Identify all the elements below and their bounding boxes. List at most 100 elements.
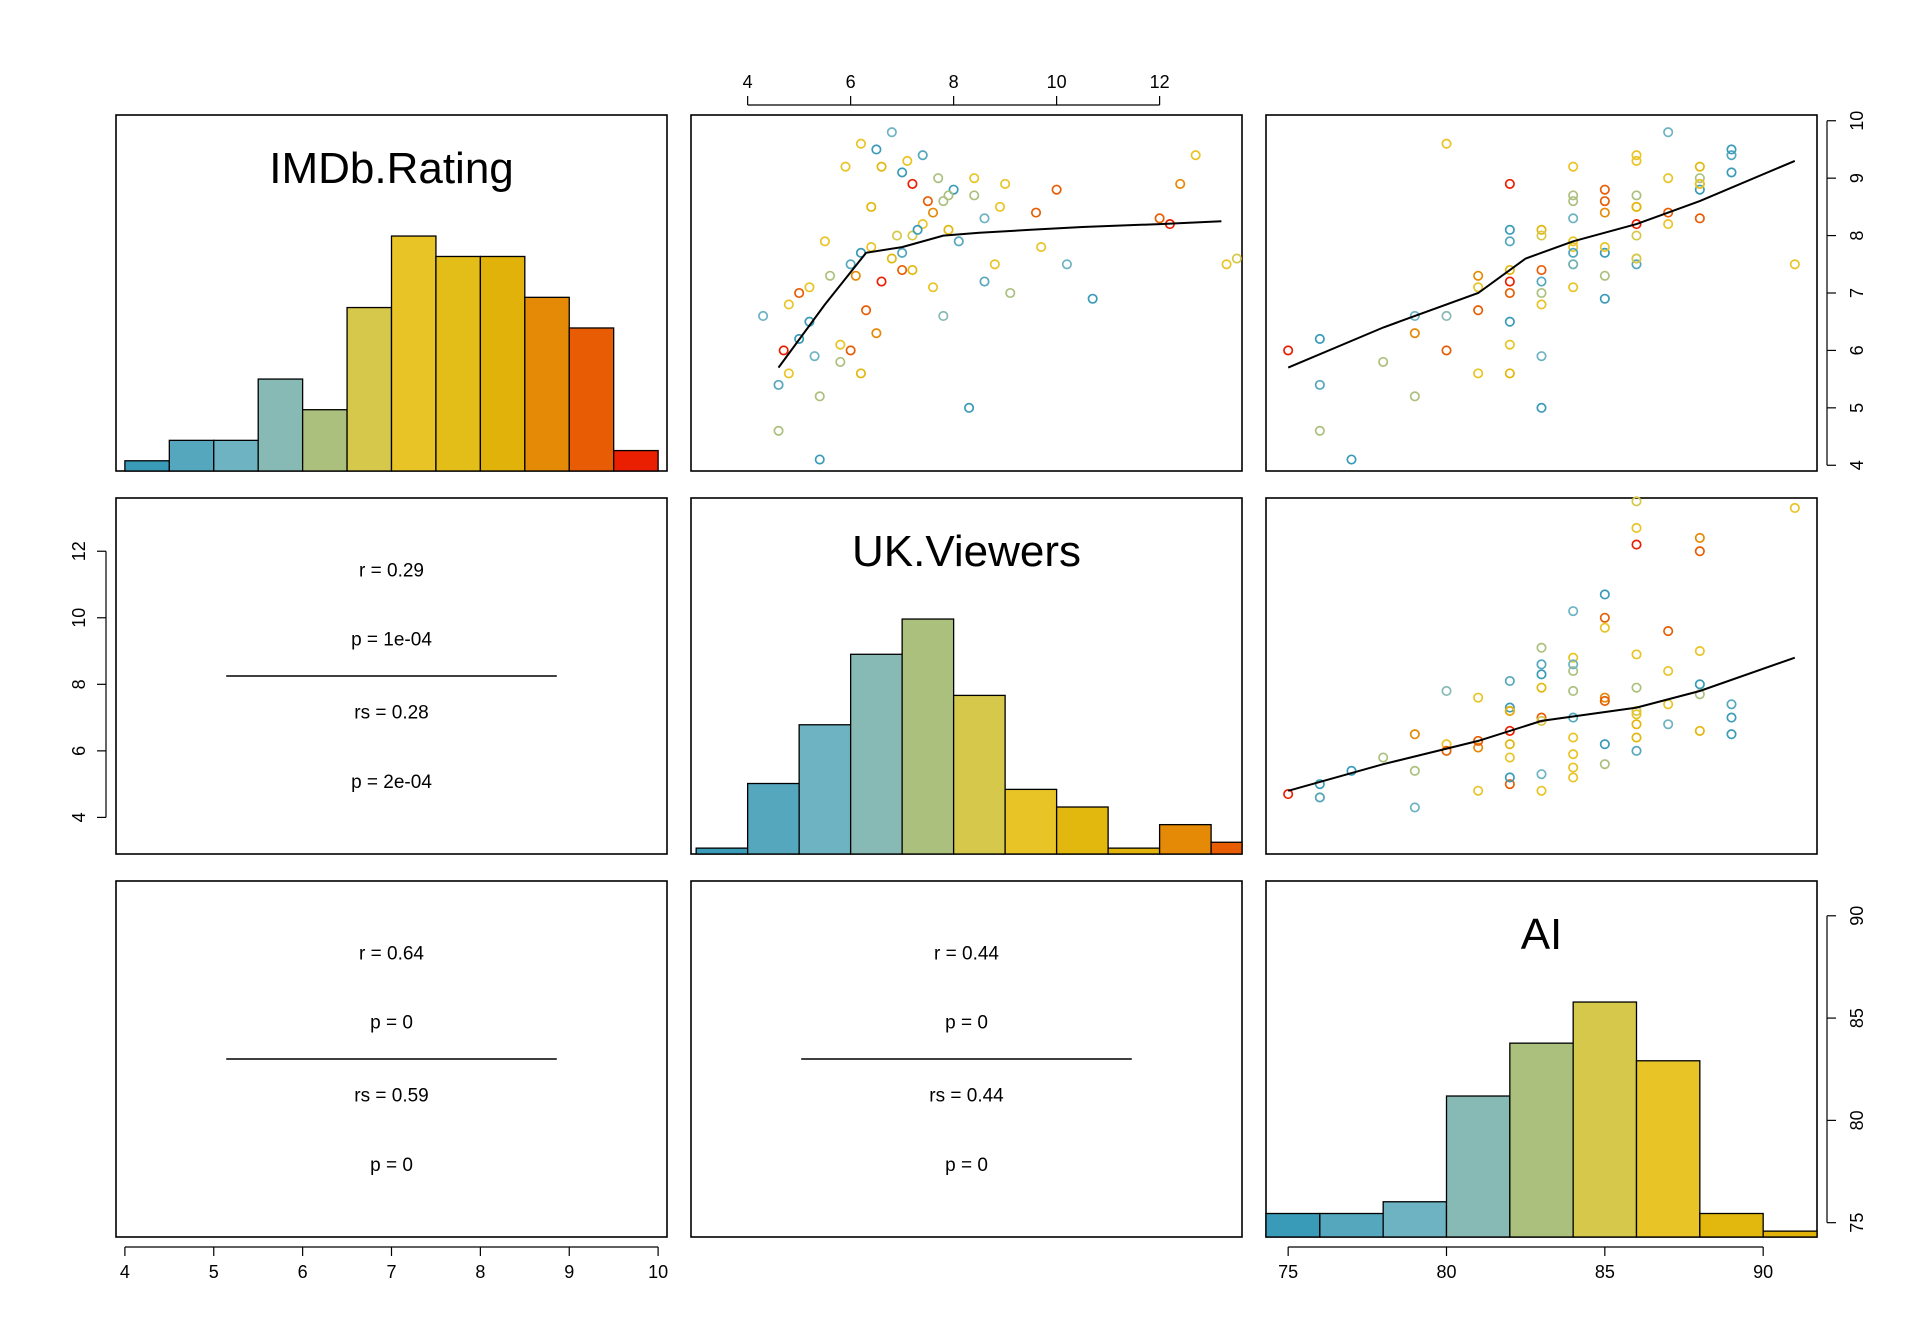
axis-bottom_imdb: 4 5 6 7 8 9 10 — [120, 1246, 668, 1282]
histogram-bar — [568, 327, 615, 472]
data-point — [1504, 224, 1515, 235]
data-point — [1631, 745, 1642, 756]
histogram-bar — [1158, 823, 1212, 855]
data-point — [1504, 316, 1515, 327]
data-point — [1663, 626, 1674, 637]
histogram-bar — [1762, 1230, 1818, 1238]
histogram-bar — [390, 235, 437, 472]
histogram-bar — [213, 439, 259, 472]
data-point — [1314, 425, 1325, 436]
axis-left_uk_viewers: 4 6 8 10 12 — [69, 541, 107, 822]
data-point — [783, 299, 794, 310]
data-point — [1536, 659, 1547, 670]
data-point — [979, 213, 990, 224]
data-point — [1536, 264, 1547, 276]
data-point — [994, 201, 1006, 212]
data-point — [1504, 368, 1515, 379]
data-point — [1504, 772, 1515, 783]
histogram-bar — [346, 306, 393, 472]
data-point — [964, 402, 975, 413]
data-point — [1000, 178, 1011, 189]
histogram-uk: UK.Viewers — [695, 527, 1243, 855]
data-point — [1663, 665, 1674, 677]
histogram-bar — [1055, 806, 1109, 855]
data-point — [1694, 725, 1705, 736]
data-point — [1568, 652, 1579, 663]
histogram-bar — [798, 724, 852, 855]
data-point — [1568, 259, 1579, 270]
data-point — [876, 276, 887, 287]
tick-label: 6 — [69, 746, 89, 756]
data-point — [1599, 622, 1610, 633]
tick-label: 10 — [1847, 111, 1867, 131]
tick-label: 6 — [846, 72, 856, 92]
data-point — [1473, 742, 1484, 753]
data-point — [1631, 732, 1642, 743]
data-point — [1599, 242, 1610, 253]
data-point — [1087, 293, 1098, 304]
data-point — [1568, 659, 1579, 670]
data-point — [1789, 259, 1800, 270]
data-point — [1789, 502, 1800, 514]
pearson-r: r = 0.64 — [359, 943, 424, 964]
data-point — [969, 190, 980, 201]
data-point — [953, 236, 964, 247]
data-point — [1504, 264, 1515, 276]
data-point — [1175, 178, 1186, 189]
data-point — [1314, 333, 1325, 344]
histogram-bar — [1699, 1212, 1764, 1238]
diagonal-label-imdb: IMDb.Rating — [269, 144, 514, 193]
data-point — [891, 230, 903, 241]
data-point — [1631, 253, 1642, 264]
tick-label: 4 — [69, 812, 89, 822]
data-point — [1536, 224, 1547, 235]
tick-label: 7 — [386, 1262, 396, 1282]
histogram-bar — [1004, 788, 1058, 855]
tick-label: 8 — [475, 1262, 485, 1282]
data-point — [773, 425, 784, 436]
data-point — [814, 391, 825, 402]
histogram-bar — [695, 847, 749, 855]
data-point — [943, 224, 954, 235]
data-point — [1694, 645, 1705, 657]
tick-label: 4 — [1847, 460, 1867, 470]
data-point — [902, 155, 913, 166]
data-point — [1631, 201, 1642, 212]
data-point — [783, 368, 794, 379]
pearson-r: r = 0.44 — [934, 943, 999, 964]
scatter-uk-vs-ai — [1283, 496, 1800, 813]
data-point — [1568, 242, 1579, 253]
data-point — [1190, 150, 1201, 161]
data-point — [866, 201, 877, 212]
tick-label: 5 — [209, 1262, 219, 1282]
histogram-bar — [1265, 1212, 1321, 1238]
histogram-ai: AI — [1265, 910, 1818, 1238]
data-point — [927, 282, 939, 293]
data-point — [1568, 196, 1579, 207]
data-point — [1051, 184, 1062, 195]
data-point — [1473, 305, 1484, 316]
data-point — [1694, 532, 1705, 543]
axis-right_ai: 75 80 85 90 — [1826, 906, 1867, 1233]
data-point — [1504, 705, 1515, 716]
histogram-bar — [1572, 1001, 1638, 1238]
data-point — [1568, 161, 1579, 172]
histogram-bar — [168, 439, 215, 472]
data-point — [1663, 173, 1674, 184]
data-point — [1378, 356, 1389, 367]
data-point — [1599, 739, 1610, 750]
data-point — [948, 184, 959, 195]
data-point — [907, 178, 918, 189]
data-point — [773, 379, 784, 390]
data-point — [1504, 702, 1515, 713]
data-point — [1441, 310, 1452, 322]
data-point — [1599, 589, 1610, 600]
data-point — [1536, 299, 1547, 310]
tick-label: 4 — [120, 1262, 130, 1282]
data-point — [835, 356, 846, 367]
data-point — [1314, 379, 1325, 390]
data-point — [1599, 612, 1610, 623]
data-point — [1694, 173, 1705, 184]
data-point — [1409, 765, 1420, 776]
data-point — [1631, 496, 1642, 507]
